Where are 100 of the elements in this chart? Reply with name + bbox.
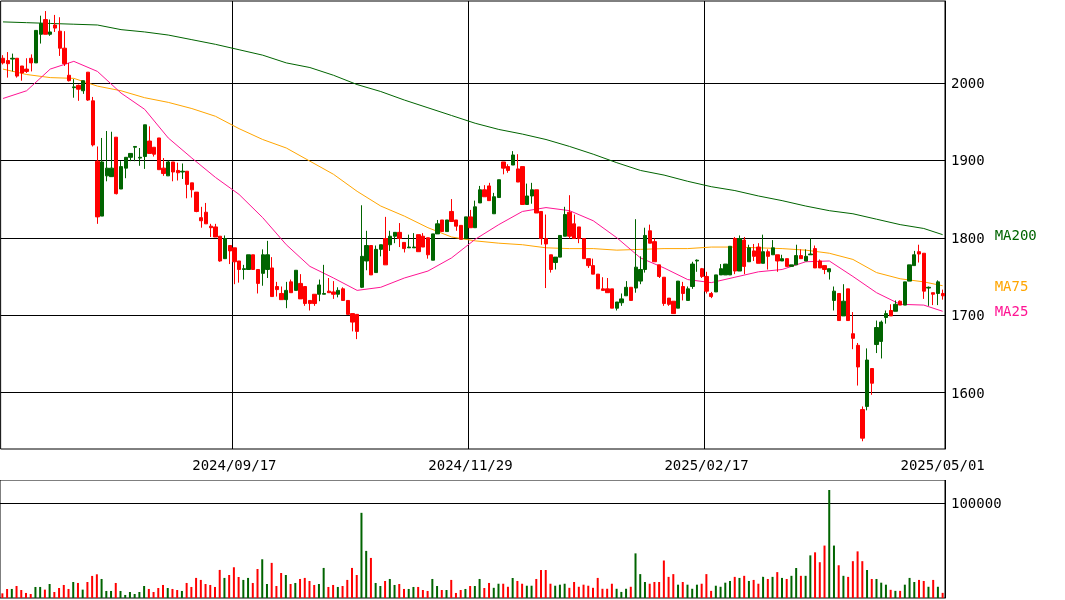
bar [837, 565, 840, 598]
bar [884, 584, 887, 598]
bar [114, 582, 117, 598]
candlestick [109, 131, 114, 178]
bar [218, 569, 221, 598]
bar [729, 580, 732, 598]
bar [6, 588, 9, 598]
bar [719, 586, 722, 598]
bar [710, 590, 713, 598]
bar [818, 562, 821, 598]
bar [360, 512, 363, 598]
candlestick [29, 53, 33, 72]
bar [128, 592, 131, 598]
candlestick [289, 279, 293, 294]
candlestick [114, 136, 118, 195]
candlestick [936, 279, 940, 306]
bar [374, 582, 377, 598]
candlestick [733, 236, 737, 275]
candlestick [53, 14, 57, 33]
bar [95, 574, 98, 598]
bar [379, 586, 382, 598]
bar [34, 586, 37, 598]
bar [747, 580, 750, 598]
candlestick [232, 247, 237, 285]
candlestick [841, 283, 846, 317]
bar [478, 578, 481, 598]
bar [237, 576, 240, 598]
candlestick [279, 286, 284, 301]
candlestick [785, 258, 789, 267]
candlestick [676, 280, 680, 309]
text: MA75 [994, 277, 1029, 294]
candlestick [686, 286, 690, 301]
bar [573, 582, 576, 598]
bar [445, 590, 448, 598]
bar [918, 579, 921, 598]
candlestick [681, 281, 685, 301]
bar [691, 588, 694, 598]
candlestick [147, 125, 152, 154]
bar [62, 584, 65, 598]
candlestick [567, 194, 572, 240]
x-tick-label: 2025/05/01 [900, 457, 985, 473]
bar [270, 562, 273, 598]
bar [908, 577, 911, 598]
bar [861, 561, 864, 598]
bar [587, 585, 590, 598]
bar [695, 584, 698, 598]
bar [76, 582, 79, 598]
candlestick [138, 147, 142, 167]
candlestick [657, 264, 661, 279]
candlestick [629, 286, 633, 301]
bar [454, 592, 457, 598]
candlestick [870, 368, 874, 396]
bar [81, 589, 84, 598]
bar [681, 582, 684, 598]
bar [436, 586, 439, 598]
bar [762, 576, 765, 598]
bar [936, 586, 939, 598]
candlestick [761, 234, 765, 264]
bar [823, 545, 826, 598]
bar [133, 594, 136, 598]
bar [86, 582, 89, 598]
candlestick [851, 311, 855, 350]
bar [913, 582, 916, 598]
candlestick [76, 84, 81, 102]
bar [199, 579, 202, 598]
bar [662, 560, 665, 598]
bar [147, 588, 150, 598]
candlestick [799, 248, 803, 260]
bar [152, 592, 155, 598]
bar [256, 568, 259, 598]
bar [577, 586, 580, 598]
bar [615, 588, 618, 598]
bar [724, 582, 727, 598]
bar [606, 588, 609, 598]
bar [162, 584, 165, 598]
candlestick [742, 236, 746, 275]
bar [610, 583, 613, 598]
candlestick [780, 254, 784, 262]
bar [620, 591, 623, 598]
bar [766, 578, 769, 598]
bar [341, 586, 344, 598]
candlestick [336, 286, 340, 298]
candlestick [671, 300, 676, 315]
candlestick [832, 286, 836, 311]
bar [72, 582, 75, 598]
candlestick [383, 216, 388, 266]
bar [29, 594, 32, 598]
bar [431, 578, 434, 598]
bar [459, 590, 462, 598]
bar [752, 579, 755, 598]
bar [388, 578, 391, 598]
candlestick [837, 292, 841, 322]
candlestick [468, 209, 473, 229]
candlestick [737, 234, 742, 272]
bar [332, 584, 335, 598]
bar [899, 590, 902, 598]
bar [280, 572, 283, 598]
y-tick-label: 100000 [951, 494, 1002, 511]
bar [91, 575, 94, 598]
bar [832, 545, 835, 598]
